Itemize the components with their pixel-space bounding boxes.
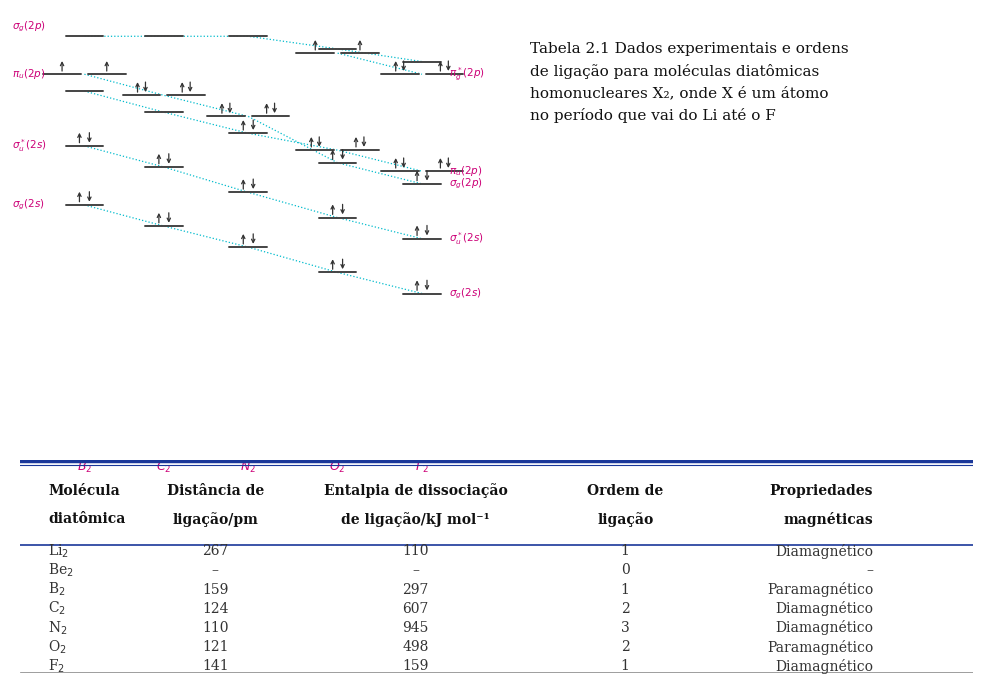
- Text: 3: 3: [621, 621, 630, 635]
- Text: Tabela 2.1 Dados experimentais e ordens
de ligação para moléculas diatômicas
hom: Tabela 2.1 Dados experimentais e ordens …: [530, 42, 849, 123]
- Text: F$_2$: F$_2$: [415, 460, 429, 475]
- Text: 1: 1: [621, 544, 630, 558]
- Text: Ordem de: Ordem de: [587, 483, 663, 498]
- Text: Molécula: Molécula: [49, 483, 120, 498]
- Text: B$_2$: B$_2$: [49, 581, 66, 598]
- Text: $\pi_g^*(2p)$: $\pi_g^*(2p)$: [450, 66, 486, 83]
- Text: C$_2$: C$_2$: [49, 600, 67, 617]
- Text: Diamagnético: Diamagnético: [776, 621, 873, 635]
- Text: $\pi_u(2p)$: $\pi_u(2p)$: [450, 164, 483, 178]
- Text: $\pi_u(2p)$: $\pi_u(2p)$: [12, 67, 46, 81]
- Text: 121: 121: [202, 640, 228, 654]
- Text: 1: 1: [621, 583, 630, 597]
- Text: ligação/pm: ligação/pm: [173, 512, 258, 527]
- Text: $\sigma_u^*(2s)$: $\sigma_u^*(2s)$: [12, 137, 48, 154]
- Text: –: –: [212, 563, 218, 577]
- Text: Entalpia de dissociação: Entalpia de dissociação: [324, 483, 507, 498]
- Text: 498: 498: [402, 640, 429, 654]
- Text: Paramagnético: Paramagnético: [767, 639, 873, 654]
- Text: Paramagnético: Paramagnético: [767, 582, 873, 597]
- Text: $\sigma_g(2p)$: $\sigma_g(2p)$: [450, 176, 484, 191]
- Text: magnéticas: magnéticas: [783, 512, 873, 527]
- Text: Propriedades: Propriedades: [770, 483, 873, 498]
- Text: $\sigma_g(2s)$: $\sigma_g(2s)$: [12, 198, 45, 212]
- Text: 110: 110: [202, 621, 228, 635]
- Text: $\sigma_g(2p)$: $\sigma_g(2p)$: [12, 20, 47, 34]
- Text: 159: 159: [402, 659, 429, 673]
- Text: B$_2$: B$_2$: [76, 460, 92, 475]
- Text: 945: 945: [402, 621, 429, 635]
- Text: 2: 2: [621, 602, 630, 616]
- Text: –: –: [412, 563, 419, 577]
- Text: N$_2$: N$_2$: [49, 619, 68, 637]
- Text: 0: 0: [621, 563, 630, 577]
- Text: 2: 2: [621, 640, 630, 654]
- Text: 1: 1: [621, 659, 630, 673]
- Text: Diamagnético: Diamagnético: [776, 544, 873, 559]
- Text: 297: 297: [402, 583, 429, 597]
- Text: Distância de: Distância de: [167, 483, 264, 498]
- Text: O$_2$: O$_2$: [330, 460, 346, 475]
- Text: $\sigma_u^*(2s)$: $\sigma_u^*(2s)$: [450, 231, 485, 247]
- Text: O$_2$: O$_2$: [49, 638, 68, 656]
- Text: F$_2$: F$_2$: [49, 658, 66, 675]
- Text: de ligação/kJ mol⁻¹: de ligação/kJ mol⁻¹: [342, 512, 490, 527]
- Text: N$_2$: N$_2$: [240, 460, 256, 475]
- Text: ligação: ligação: [597, 512, 653, 527]
- Text: Diamagnético: Diamagnético: [776, 658, 873, 674]
- Text: –: –: [866, 563, 873, 577]
- Text: 159: 159: [203, 583, 228, 597]
- Text: Diamagnético: Diamagnético: [776, 601, 873, 617]
- Text: 607: 607: [402, 602, 429, 616]
- Text: C$_2$: C$_2$: [156, 460, 172, 475]
- Text: $\sigma_g(2s)$: $\sigma_g(2s)$: [450, 287, 482, 301]
- Text: Li$_2$: Li$_2$: [49, 543, 70, 560]
- Text: 267: 267: [203, 544, 228, 558]
- Text: 124: 124: [202, 602, 228, 616]
- Text: diatômica: diatômica: [49, 512, 126, 527]
- Text: 110: 110: [402, 544, 429, 558]
- Text: 141: 141: [202, 659, 228, 673]
- Text: Be$_2$: Be$_2$: [49, 562, 74, 579]
